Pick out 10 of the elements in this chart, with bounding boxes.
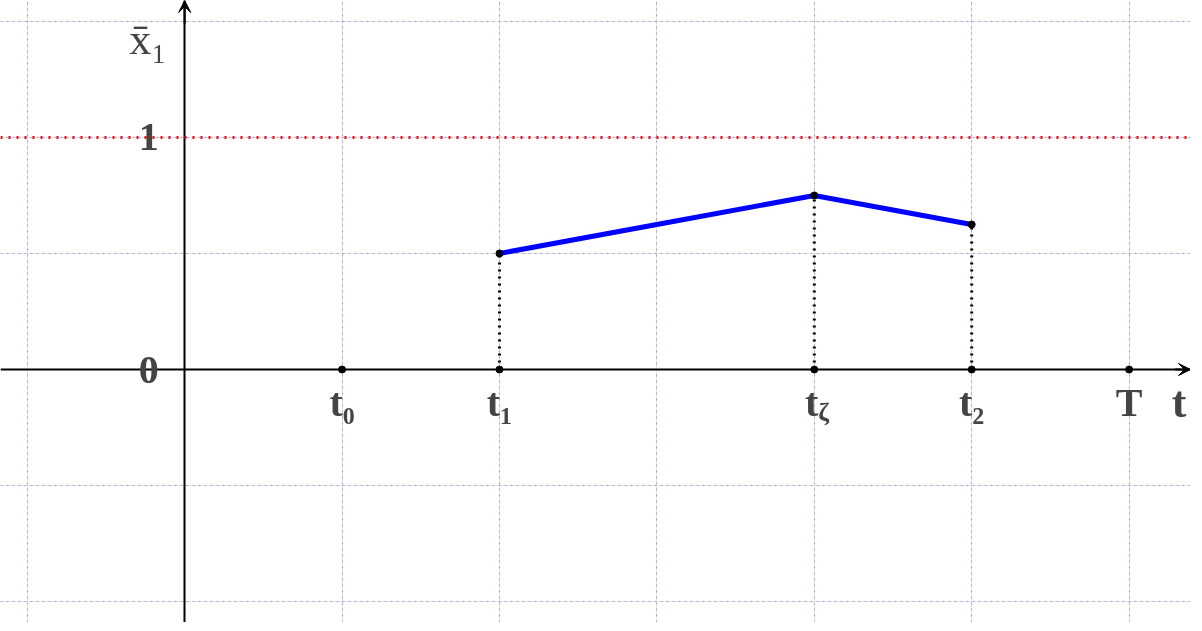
y-tick-label: 1 — [138, 114, 159, 160]
x-tick-label: t₀ — [329, 379, 355, 425]
x-axis-title: t — [1171, 377, 1187, 427]
x-tick-label: T — [1115, 379, 1143, 425]
x-tick-label: t₂ — [959, 379, 985, 425]
point — [495, 249, 504, 258]
x-tick-label: t₁ — [486, 379, 513, 425]
y-axis-title: x̄₁ — [129, 14, 167, 64]
point — [967, 220, 976, 229]
point — [810, 191, 819, 200]
